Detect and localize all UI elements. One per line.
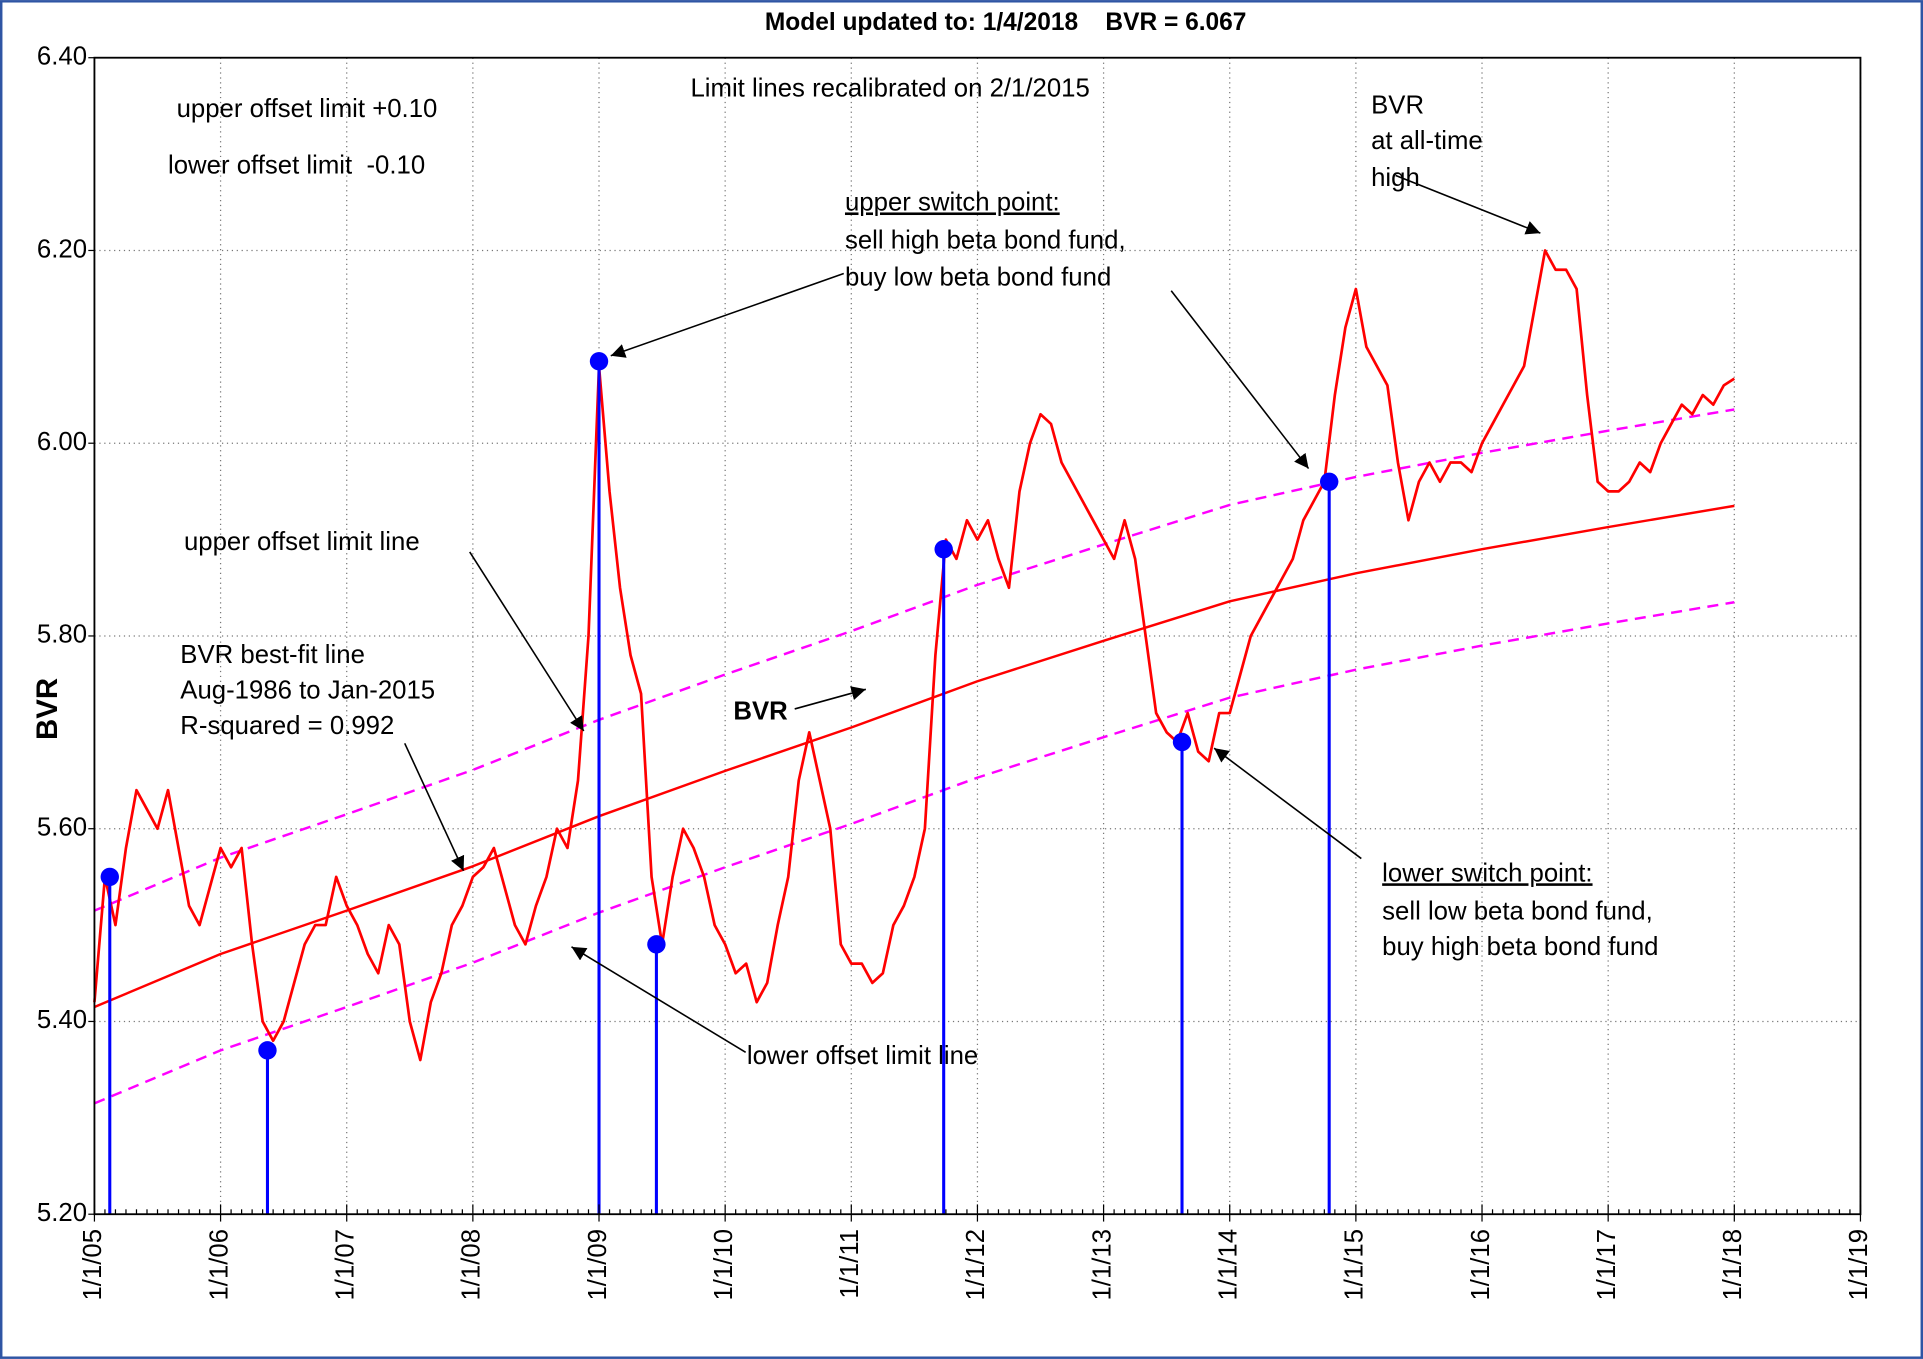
annotation: Limit lines recalibrated on 2/1/2015 <box>690 74 1089 102</box>
annotation: upper offset limit +0.10 <box>177 95 438 123</box>
x-tick-label: 1/1/15 <box>1341 1229 1369 1301</box>
annotation: Aug-1986 to Jan-2015 <box>180 677 435 705</box>
x-tick-label: 1/1/16 <box>1467 1229 1495 1301</box>
y-tick-label: 6.20 <box>37 235 87 263</box>
series-line <box>93 408 1735 912</box>
series-line <box>93 249 1736 1062</box>
x-tick-label: 1/1/06 <box>205 1229 233 1301</box>
series-line <box>93 504 1735 1009</box>
switch-point <box>647 935 666 954</box>
x-tick-label: 1/1/17 <box>1593 1229 1621 1301</box>
chart-title: Model updated to: 1/4/2018 BVR = 6.067 <box>765 9 1247 36</box>
y-tick-label: 5.60 <box>37 814 87 842</box>
y-tick-label: 6.40 <box>37 43 87 71</box>
y-tick-label: 5.40 <box>37 1006 87 1034</box>
x-tick-label: 1/1/07 <box>332 1229 360 1301</box>
x-tick-label: 1/1/19 <box>1845 1229 1873 1301</box>
annotation: sell low beta bond fund, <box>1382 897 1653 925</box>
arrow <box>1170 290 1310 470</box>
annotation: buy low beta bond fund <box>845 263 1111 291</box>
annotation: lower offset limit line <box>747 1042 978 1070</box>
annotation: BVR best-fit line <box>180 641 365 669</box>
annotation: buy high beta bond fund <box>1382 933 1658 961</box>
x-tick-label: 1/1/14 <box>1215 1229 1243 1301</box>
x-tick-label: 1/1/12 <box>962 1229 990 1301</box>
annotation: BVR <box>1371 92 1424 120</box>
series <box>93 249 1736 1215</box>
y-tick-label: 5.20 <box>37 1199 87 1227</box>
arrow <box>1213 747 1362 860</box>
arrow <box>469 551 585 732</box>
x-tick-label: 1/1/18 <box>1719 1229 1747 1301</box>
annotation: high <box>1371 164 1420 192</box>
switch-point <box>934 540 953 559</box>
switch-point <box>1319 472 1339 491</box>
x-tick-label: 1/1/13 <box>1088 1229 1116 1301</box>
arrows <box>403 174 1541 1054</box>
series-line <box>93 601 1735 1105</box>
annotation: lower offset limit -0.10 <box>168 152 425 180</box>
annotation: upper offset limit line <box>184 528 420 556</box>
y-axis-label: BVR <box>31 678 64 740</box>
y-tick-label: 6.00 <box>37 428 87 456</box>
axes: 5.20 5.40 5.60 5.80 6.00 6.20 6.40 1/1/05 1/1/06… <box>37 43 1873 1301</box>
annotation: BVR <box>733 697 788 725</box>
annotation: R-squared = 0.992 <box>180 712 394 740</box>
annotation: lower switch point: <box>1382 859 1592 887</box>
x-tick-label: 1/1/08 <box>458 1229 486 1301</box>
switch-point <box>1172 732 1192 752</box>
x-tick-label: 1/1/10 <box>710 1229 738 1301</box>
annotation: sell high beta bond fund, <box>845 226 1126 254</box>
switch-point <box>100 867 119 887</box>
arrow <box>571 946 747 1054</box>
arrow <box>1395 174 1541 235</box>
x-tick-label: 1/1/09 <box>584 1229 612 1301</box>
y-tick-label: 5.80 <box>37 621 87 649</box>
x-tick-label: 1/1/05 <box>79 1229 107 1301</box>
arrow <box>610 272 845 358</box>
arrow <box>403 742 465 872</box>
arrow <box>794 686 867 710</box>
switch-point <box>258 1041 277 1060</box>
annotations: Limit lines recalibrated on 2/1/2015 uppe… <box>168 74 1658 1070</box>
switch-point <box>589 352 609 371</box>
x-tick-label: 1/1/11 <box>836 1229 864 1299</box>
annotation: upper switch point: <box>845 188 1060 216</box>
annotation: at all-time <box>1371 127 1483 155</box>
